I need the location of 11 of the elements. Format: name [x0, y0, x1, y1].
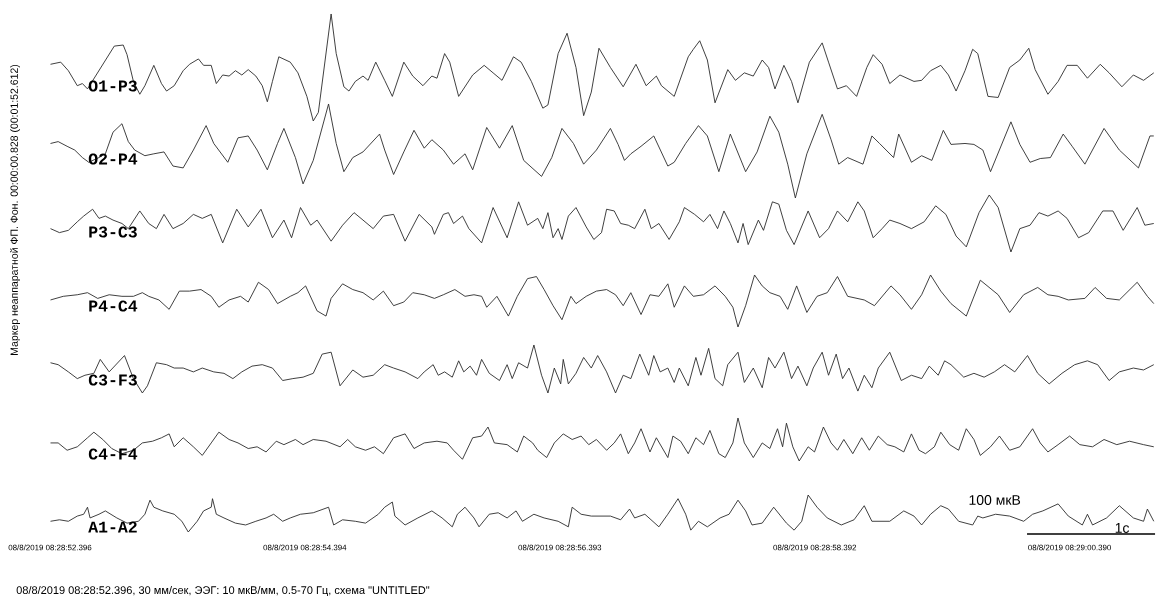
annotation: 100 мкВ — [969, 495, 1021, 505]
series-label: O1-P3 — [88, 80, 137, 92]
series-label: C4-F4 — [88, 448, 138, 460]
series-label: C3-F3 — [88, 374, 137, 386]
series-label: P3-C3 — [89, 226, 137, 238]
series-label: P4-C4 — [89, 300, 138, 312]
text: 08/8/2019 08:28:52.396, 30 мм/сек, ЭЭГ: 10 мкВ/мм, 0.5-70 Гц, схема "UNTITLED" — [16, 585, 430, 597]
series-label: O2-P4 — [88, 153, 138, 165]
text: Маркер неаппаратной ФП. Фон. 00:00:00.828 (00:01:52.612) — [10, 64, 20, 355]
series-label: A1-A2 — [88, 521, 137, 533]
annotation: 1с — [1115, 523, 1130, 533]
